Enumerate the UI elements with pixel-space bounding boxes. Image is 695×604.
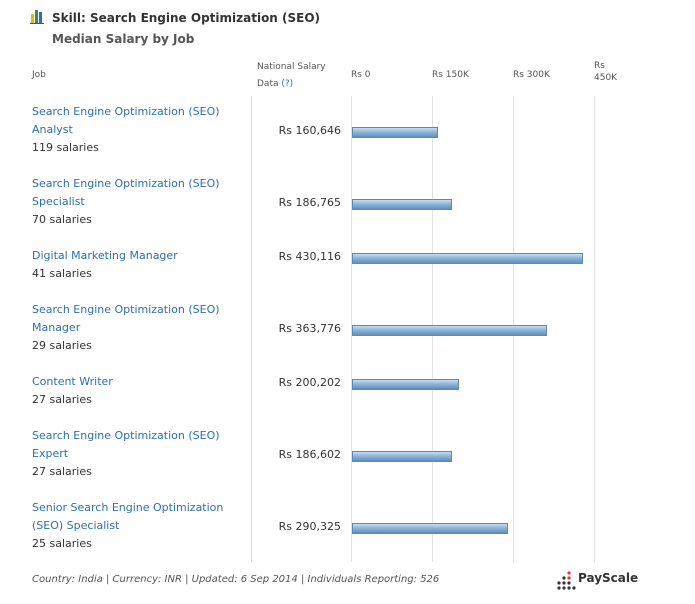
job-link[interactable]: Content Writer xyxy=(32,373,237,391)
salary-bar xyxy=(352,451,452,462)
job-link[interactable]: Search Engine Optimization (SEO) Speciali… xyxy=(32,175,237,211)
salary-bar xyxy=(352,253,584,264)
job-column-header: Job xyxy=(32,70,46,80)
gridline xyxy=(351,96,352,562)
salary-count: 29 salaries xyxy=(32,339,92,352)
job-link[interactable]: Search Engine Optimization (SEO) Analyst xyxy=(32,103,237,139)
job-link[interactable]: Digital Marketing Manager xyxy=(32,247,237,265)
payscale-logo[interactable]: PayScale xyxy=(556,567,639,591)
salary-bar xyxy=(352,523,508,534)
median-salary-label: Rs 200,202 xyxy=(278,376,341,389)
chart-title: Skill: Search Engine Optimization (SEO) xyxy=(52,11,321,25)
salary-bar xyxy=(352,379,460,390)
job-title-line: Digital Marketing Manager xyxy=(32,249,178,262)
salary-count: 25 salaries xyxy=(32,537,92,550)
median-salary-label: Rs 186,765 xyxy=(278,196,341,209)
salary-bar xyxy=(352,127,438,138)
job-title-line: Search Engine Optimization (SEO) xyxy=(32,177,220,190)
median-salary-label: Rs 290,325 xyxy=(278,520,341,533)
median-salary-label: Rs 160,646 xyxy=(278,124,341,137)
tick-label: Rs 150K xyxy=(432,69,469,81)
job-title-line: Search Engine Optimization (SEO) xyxy=(32,303,220,316)
tick-label-line: 450K xyxy=(594,73,618,83)
job-title-line: Search Engine Optimization (SEO) xyxy=(32,429,220,442)
brand-name: PayScale xyxy=(578,571,639,585)
gridline xyxy=(594,96,595,562)
tick-label-line: Rs 300K xyxy=(513,70,550,80)
tick-label: Rs 300K xyxy=(513,69,550,81)
bar-chart-icon xyxy=(30,10,44,24)
job-title-line: Analyst xyxy=(32,123,73,136)
tick-label-line: Rs xyxy=(594,61,605,71)
column-divider xyxy=(251,96,252,562)
salary-count: 27 salaries xyxy=(32,393,92,406)
job-link[interactable]: Search Engine Optimization (SEO) Expert xyxy=(32,427,237,463)
job-title-line: (SEO) Specialist xyxy=(32,519,120,532)
job-title-line: Expert xyxy=(32,447,69,460)
job-title-line: Content Writer xyxy=(32,375,113,388)
job-link[interactable]: Senior Search Engine Optimization (SEO) S… xyxy=(32,499,237,535)
median-salary-label: Rs 363,776 xyxy=(278,322,341,335)
job-title-line: Senior Search Engine Optimization xyxy=(32,501,224,514)
dots-logo-icon xyxy=(557,571,576,590)
salary-count: 70 salaries xyxy=(32,213,92,226)
job-title-line: Search Engine Optimization (SEO) xyxy=(32,105,220,118)
job-link[interactable]: Search Engine Optimization (SEO) Manager xyxy=(32,301,237,337)
salary-count: 119 salaries xyxy=(32,141,99,154)
salary-bar xyxy=(352,325,548,336)
tick-label-line: Rs 150K xyxy=(432,70,469,80)
median-salary-label: Rs 430,116 xyxy=(278,250,341,263)
tick-label: Rs 450K xyxy=(594,60,617,84)
salary-bar xyxy=(352,199,452,210)
tick-label: Rs 0 xyxy=(351,69,371,81)
footer-info: Country: India | Currency: INR | Updated… xyxy=(32,574,440,585)
national-salary-header-line1: National Salary xyxy=(257,62,326,72)
salary-count: 27 salaries xyxy=(32,465,92,478)
chart-subtitle: Median Salary by Job xyxy=(52,32,195,46)
national-salary-header-line2: Data xyxy=(257,79,279,89)
median-salary-label: Rs 186,602 xyxy=(278,448,341,461)
job-title-line: Specialist xyxy=(32,195,85,208)
national-salary-header: National Salary Data (?) xyxy=(257,59,326,93)
help-link[interactable]: (?) xyxy=(281,79,294,89)
salary-count: 41 salaries xyxy=(32,267,92,280)
tick-label-line: Rs 0 xyxy=(351,70,371,80)
job-title-line: Manager xyxy=(32,321,81,334)
